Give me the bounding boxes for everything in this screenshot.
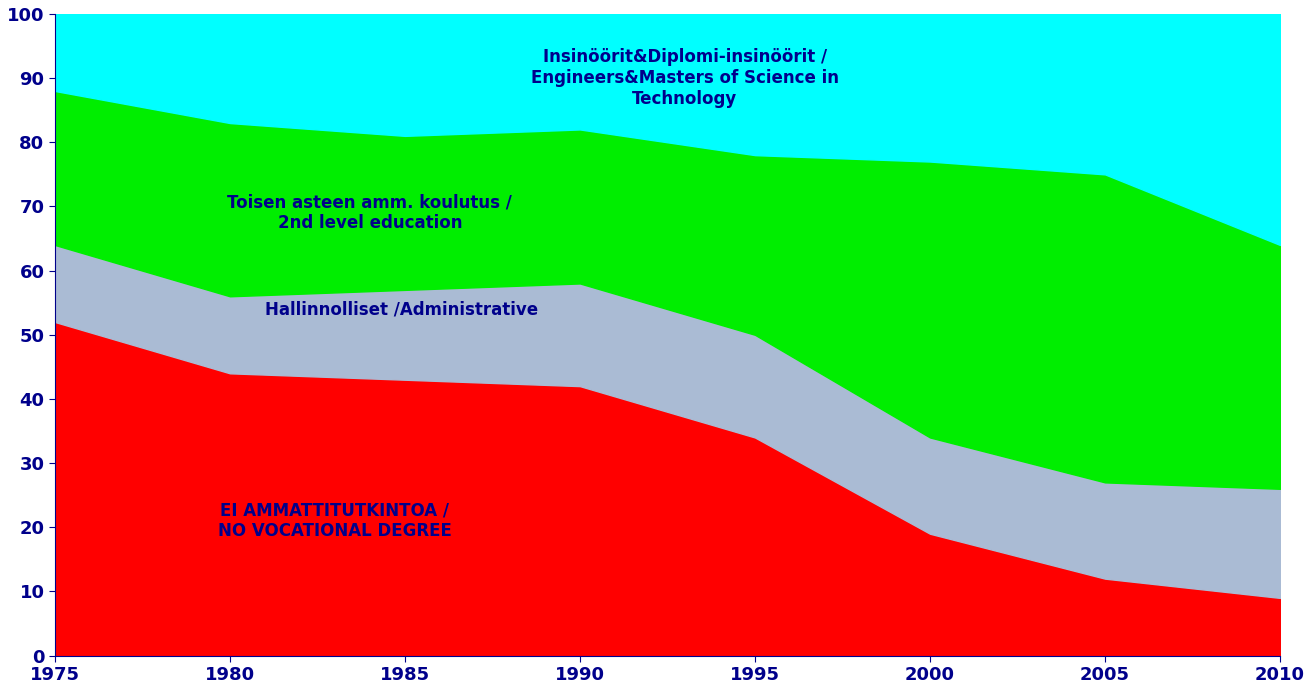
Text: Toisen asteen amm. koulutus /
2nd level education: Toisen asteen amm. koulutus / 2nd level … — [227, 193, 513, 232]
Text: Hallinnolliset /Administrative: Hallinnolliset /Administrative — [265, 300, 538, 318]
Text: Insinöörit&Diplomi-insinöörit /
Engineers&Masters of Science in
Technology: Insinöörit&Diplomi-insinöörit / Engineer… — [531, 48, 838, 108]
Text: EI AMMATTITUTKINTOA /
NO VOCATIONAL DEGREE: EI AMMATTITUTKINTOA / NO VOCATIONAL DEGR… — [218, 502, 451, 540]
